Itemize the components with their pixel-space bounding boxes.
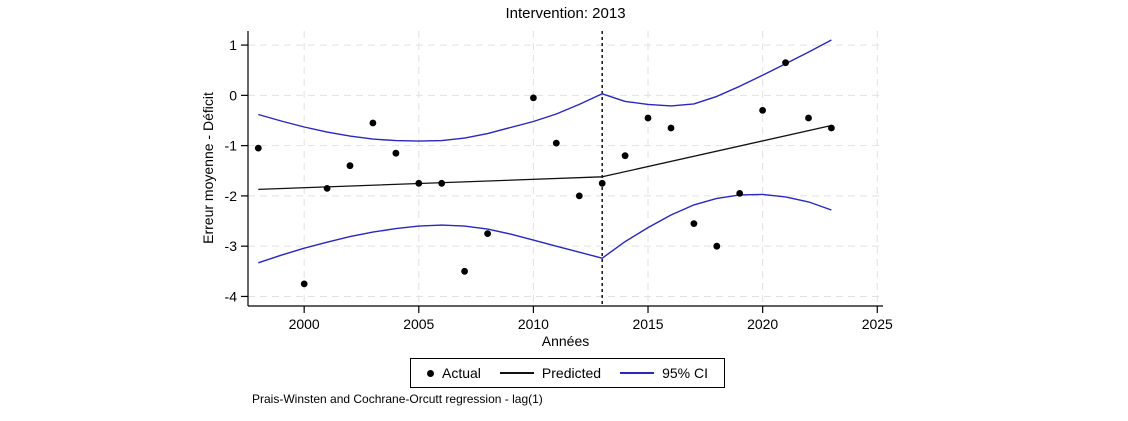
predicted-line-marker-icon [499, 372, 534, 374]
actual-point [736, 190, 744, 197]
x-tick-label: 2010 [518, 316, 549, 332]
y-tick-label: -2 [225, 188, 238, 204]
legend-label-predicted: Predicted [541, 365, 602, 381]
x-axis-title: Années [541, 333, 590, 349]
legend-label-actual: Actual [442, 365, 481, 381]
actual-point [323, 185, 331, 192]
x-tick-label: 2005 [403, 316, 434, 332]
actual-point [644, 114, 652, 122]
legend-item-ci: 95% CI [620, 365, 708, 381]
x-tick-label: 2020 [747, 316, 778, 332]
actual-point [828, 124, 835, 132]
footnote: Prais-Winsten and Cochrane-Orcutt regres… [252, 392, 543, 406]
actual-point [782, 59, 789, 67]
actual-point [484, 230, 491, 238]
y-tick-label: -1 [225, 138, 238, 154]
y-tick-label: 0 [229, 87, 237, 103]
actual-point [461, 267, 468, 275]
legend: Actual Predicted 95% CI [410, 358, 725, 388]
actual-point [805, 114, 812, 122]
ci-upper-line [258, 39, 832, 142]
actual-point [621, 152, 629, 160]
actual-dot-marker-icon [427, 369, 434, 377]
actual-point [254, 144, 262, 152]
actual-point [575, 192, 583, 200]
actual-point [759, 107, 766, 114]
actual-point [346, 162, 354, 170]
y-tick-label: -3 [225, 238, 238, 254]
actual-point [667, 124, 675, 132]
chart-title: Intervention: 2013 [505, 5, 626, 22]
actual-point [690, 220, 698, 228]
x-tick-label: 2000 [289, 316, 320, 332]
actual-point [392, 149, 400, 157]
ci-lower-line [258, 193, 832, 264]
actual-point [300, 280, 308, 288]
ci-line-marker-icon [620, 372, 655, 374]
legend-item-actual: Actual [427, 365, 481, 381]
y-tick-label: 1 [229, 37, 237, 53]
actual-point [598, 179, 606, 187]
actual-point [530, 94, 537, 102]
actual-point [415, 179, 423, 187]
x-tick-label: 2015 [632, 316, 663, 332]
actual-point [438, 179, 446, 187]
actual-point [552, 139, 560, 147]
legend-label-ci: 95% CI [662, 365, 708, 381]
x-tick-label: 2025 [862, 316, 893, 332]
y-tick-label: -4 [225, 288, 238, 304]
legend-item-predicted: Predicted [499, 365, 602, 381]
actual-point [713, 242, 721, 250]
predicted-line [258, 124, 832, 191]
actual-point [369, 119, 377, 127]
